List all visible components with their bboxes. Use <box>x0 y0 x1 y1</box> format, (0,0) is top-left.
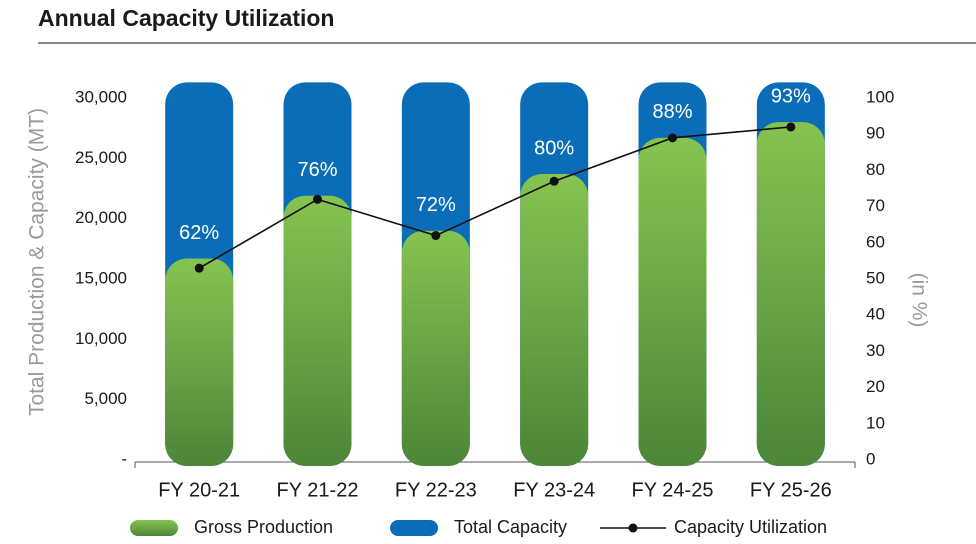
utilization-line <box>198 126 791 269</box>
production-bar <box>520 174 589 466</box>
y2-tick-label: 40 <box>866 305 885 324</box>
y2-tick-label: 10 <box>866 413 885 432</box>
utilization-point <box>786 122 796 132</box>
y2-tick-label: 70 <box>866 196 885 215</box>
x-tick-label: FY 22-23 <box>395 479 477 501</box>
legend-swatch <box>390 520 438 536</box>
y-tick-label: 15,000 <box>75 268 127 287</box>
legend-point <box>628 523 638 533</box>
chart-title: Annual Capacity Utilization <box>38 5 334 31</box>
y2-tick-label: 50 <box>866 268 885 287</box>
x-tick-label: FY 23-24 <box>513 479 595 501</box>
y2-tick-label: 0 <box>866 449 875 468</box>
y2-tick-label: 30 <box>866 341 885 360</box>
legend-swatch <box>130 520 178 536</box>
annotation: 88% <box>652 101 692 123</box>
production-bar <box>283 195 352 467</box>
production-bar <box>756 122 825 466</box>
utilization-point <box>313 194 322 204</box>
y-tick-label: 5,000 <box>84 389 127 408</box>
legend-label: Total Capacity <box>454 517 567 537</box>
legend-label: Capacity Utilization <box>674 517 827 537</box>
annotation: 93% <box>771 85 811 107</box>
production-bar <box>638 137 707 466</box>
y-tick-label: - <box>121 449 127 468</box>
y-tick-label: 30,000 <box>75 87 127 106</box>
production-bar <box>165 258 234 466</box>
y2-tick-label: 80 <box>866 160 885 179</box>
x-tick-label: FY 21-22 <box>277 479 359 501</box>
y2-tick-label: 20 <box>866 377 885 396</box>
y2-tick-label: 100 <box>866 87 894 106</box>
y2-tick-label: 60 <box>866 232 885 251</box>
annotation: 72% <box>416 194 456 216</box>
utilization-point <box>549 176 559 186</box>
y-tick-label: 10,000 <box>75 329 127 348</box>
annotation: 80% <box>534 137 574 159</box>
x-tick-label: FY 24-25 <box>632 479 714 501</box>
annotation: 62% <box>179 222 219 244</box>
y-tick-label: 20,000 <box>75 208 127 227</box>
legend-label: Gross Production <box>194 517 333 537</box>
production-bar <box>401 230 470 466</box>
utilization-point <box>431 231 441 241</box>
x-tick-label: FY 25-26 <box>750 479 832 501</box>
utilization-point <box>668 133 677 143</box>
y-axis-label: Total Production & Capacity (MT) <box>26 108 49 416</box>
x-tick-label: FY 20-21 <box>158 479 240 501</box>
y-tick-label: 25,000 <box>75 148 127 167</box>
utilization-point <box>194 263 204 273</box>
y2-axis-label: (in %) <box>907 273 930 328</box>
annotation: 76% <box>297 159 337 181</box>
y2-tick-label: 90 <box>866 124 885 143</box>
